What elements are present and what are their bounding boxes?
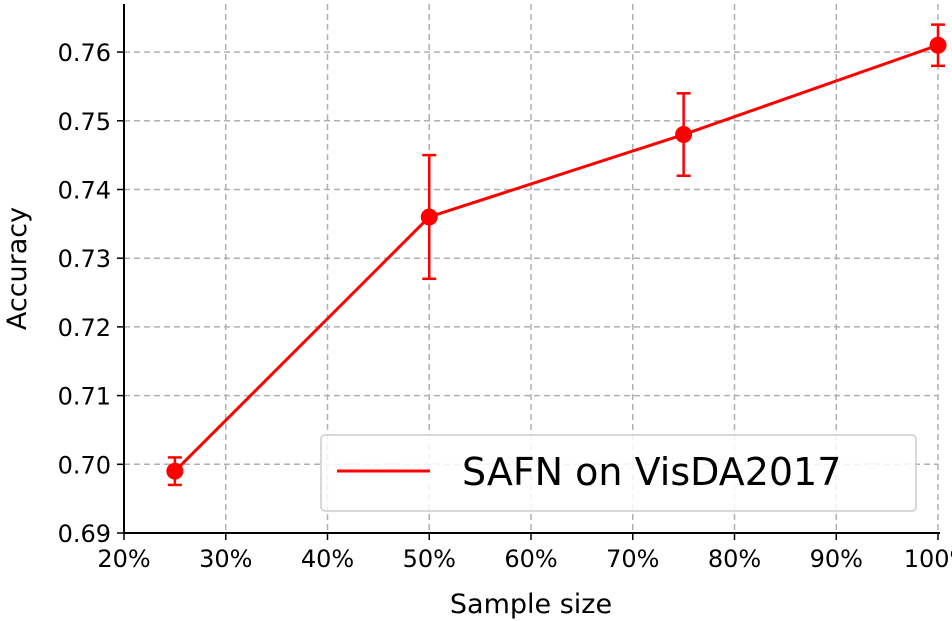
y-tick-label: 0.74 [58, 176, 111, 204]
data-point [166, 462, 184, 480]
legend-label: SAFN on VisDA2017 [462, 450, 841, 494]
series-line [173, 43, 939, 473]
x-tick-label: 80% [708, 545, 761, 573]
y-tick-label: 0.75 [58, 108, 111, 136]
y-tick-label: 0.69 [58, 520, 111, 548]
data-point [929, 36, 947, 54]
y-tick-label: 0.76 [58, 39, 111, 67]
axes [123, 4, 940, 534]
x-tick-label: 30% [199, 545, 252, 573]
y-tick-label: 0.71 [58, 383, 111, 411]
ticks: 20% 30% 40% 50% 60% 70% 80% 90% 100% 0.69 0.70 0.71… [58, 39, 952, 573]
x-axis-title: Sample size [450, 589, 612, 620]
legend-box [320, 434, 917, 512]
series [166, 23, 947, 487]
x-tick-label: 60% [504, 545, 557, 573]
y-tick-label: 0.70 [58, 451, 111, 479]
x-tick-label: 90% [810, 545, 863, 573]
data-point [675, 126, 693, 144]
x-tick-label: 20% [97, 545, 150, 573]
y-axis-title: Accuracy [2, 207, 33, 330]
legend: SAFN on VisDA2017 [320, 434, 917, 512]
data-point [420, 208, 438, 226]
x-tick-label: 70% [606, 545, 659, 573]
x-tick-label: 50% [403, 545, 456, 573]
y-tick-label: 0.72 [58, 314, 111, 342]
y-tick-label: 0.73 [58, 245, 111, 273]
x-tick-label: 100% [904, 545, 952, 573]
x-tick-label: 40% [301, 545, 354, 573]
